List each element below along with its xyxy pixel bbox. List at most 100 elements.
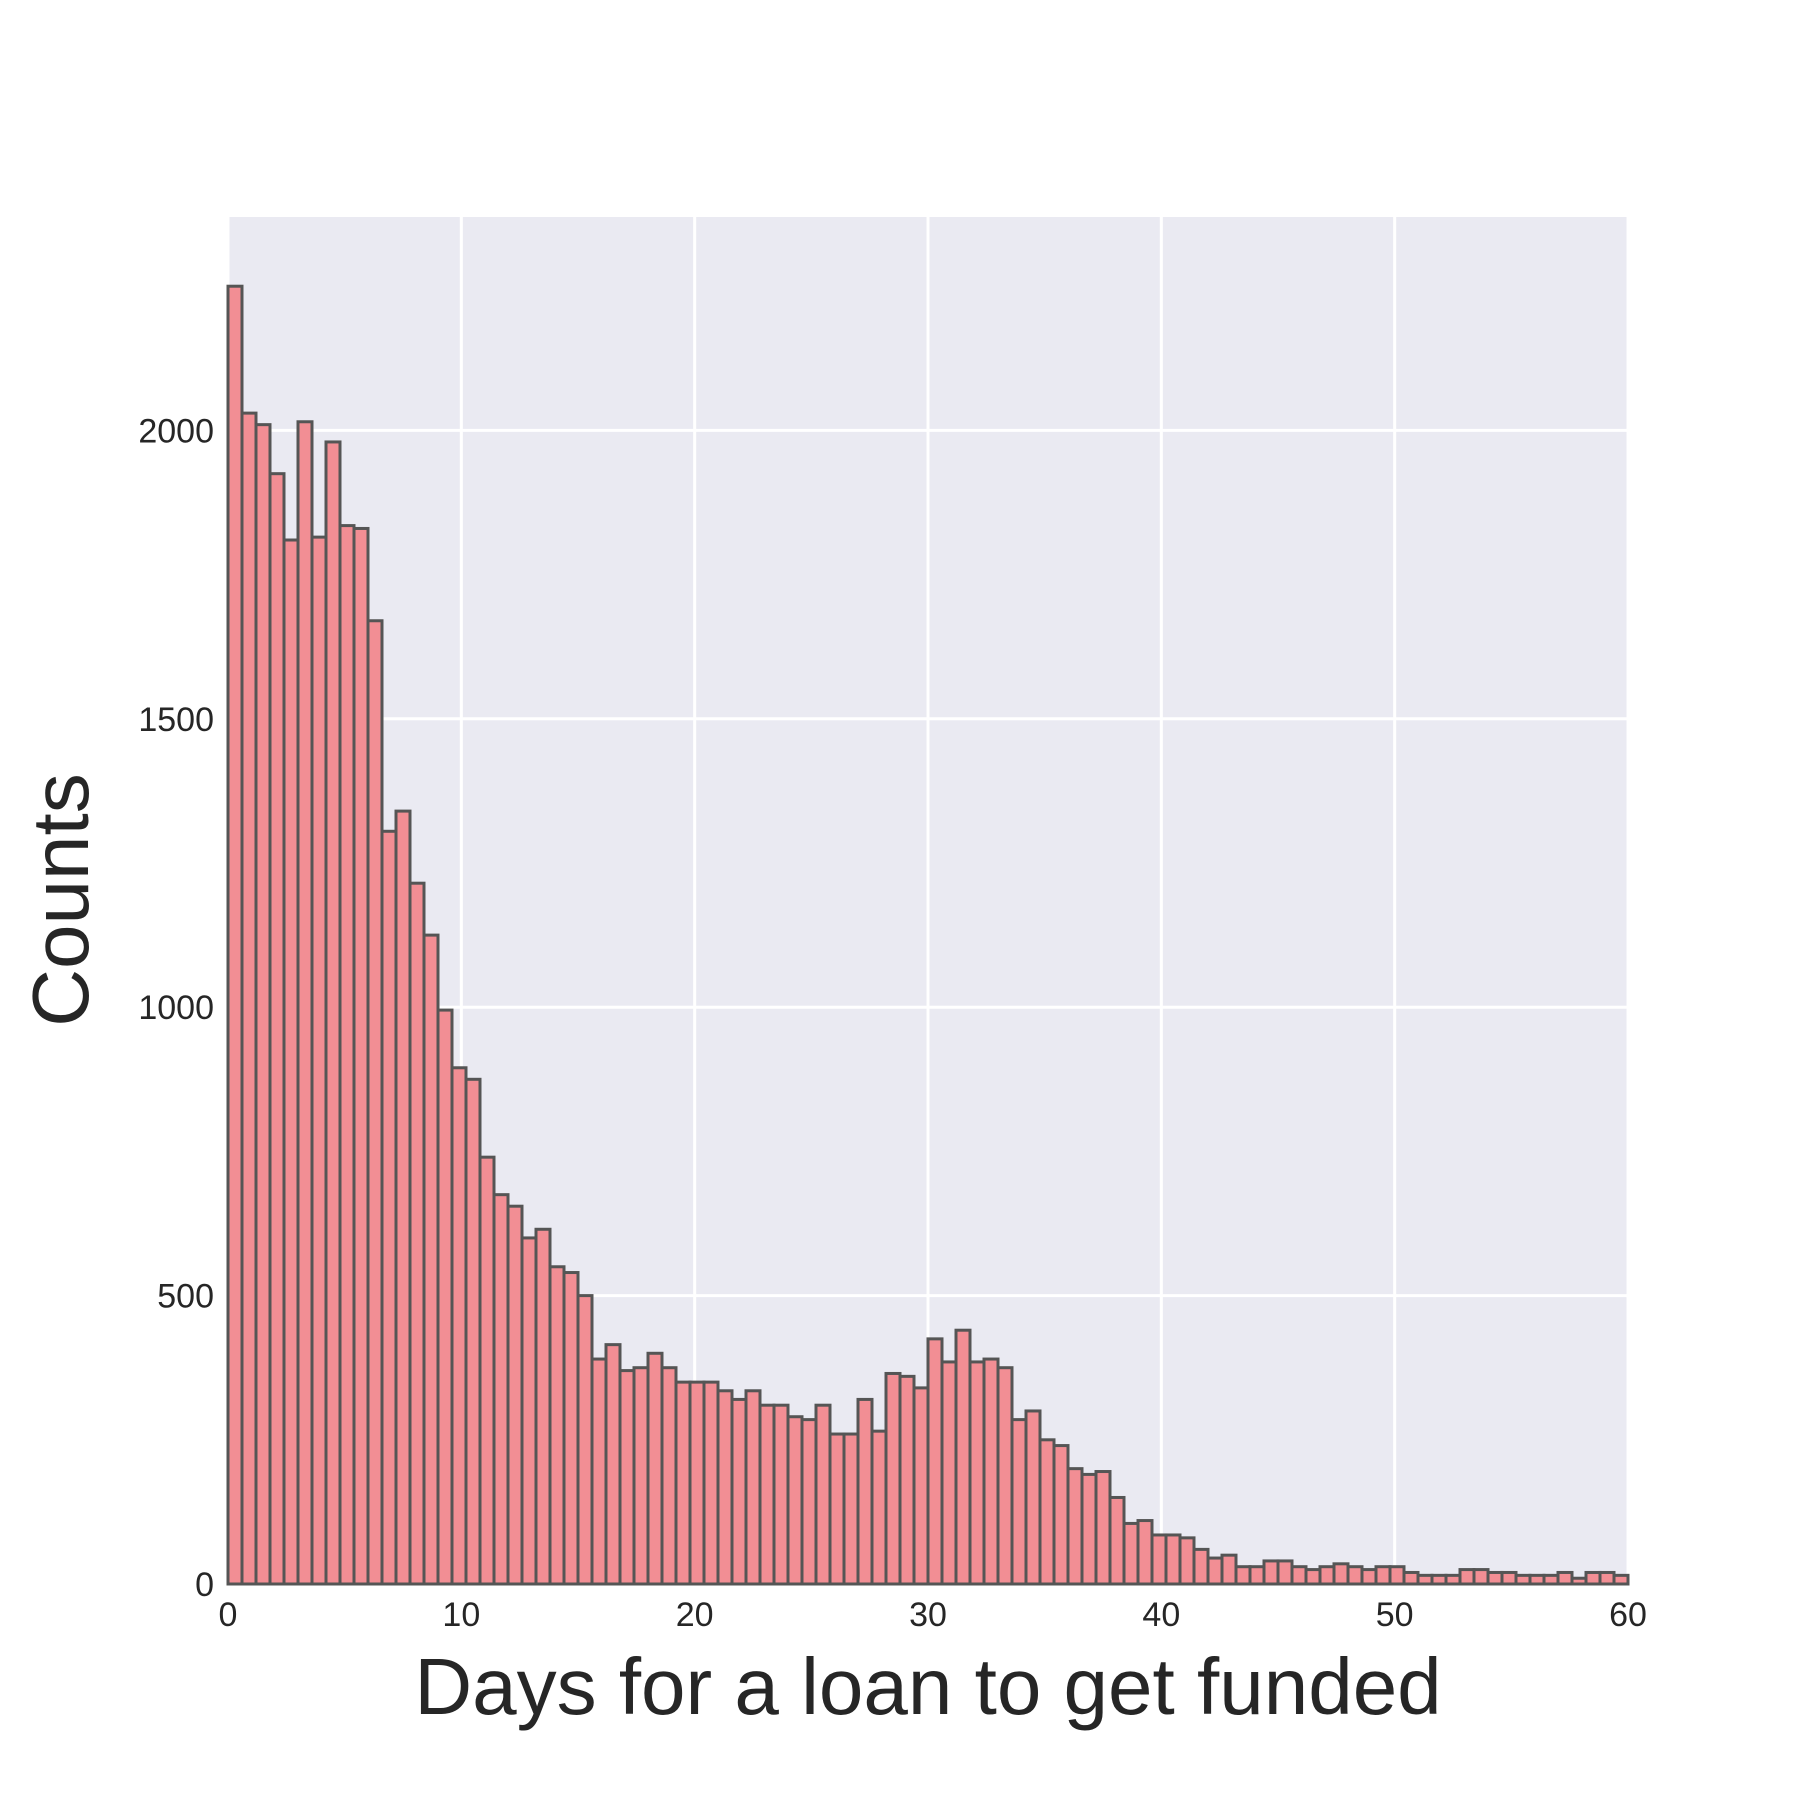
histogram-bar — [254, 423, 272, 1586]
histogram-bar — [1052, 1444, 1070, 1586]
histogram-bar — [954, 1328, 972, 1586]
histogram-bar — [1276, 1559, 1294, 1586]
histogram-bar — [1360, 1568, 1378, 1586]
histogram-bars — [226, 284, 1630, 1586]
histogram-bar — [1598, 1570, 1616, 1586]
histogram-bar — [1038, 1438, 1056, 1586]
histogram-bar — [1080, 1472, 1098, 1586]
histogram-bar — [744, 1389, 762, 1586]
x-tick-label: 30 — [909, 1596, 947, 1634]
y-tick-labels: 0 500 1000 1500 2000 — [138, 412, 214, 1604]
histogram-bar — [1528, 1573, 1546, 1586]
histogram-bar — [310, 535, 328, 1586]
histogram-bar — [618, 1369, 636, 1586]
histogram-bar — [688, 1380, 706, 1586]
histogram-bar — [338, 524, 356, 1586]
histogram-bar — [506, 1204, 524, 1586]
histogram-bar — [408, 881, 426, 1586]
x-tick-label: 10 — [442, 1596, 480, 1634]
histogram-bar — [814, 1403, 832, 1586]
histogram-bar — [366, 619, 384, 1586]
x-tick-label: 40 — [1142, 1596, 1180, 1634]
histogram-bar — [702, 1380, 720, 1586]
x-tick-label: 60 — [1609, 1596, 1647, 1634]
histogram-bar — [450, 1066, 468, 1586]
histogram-bar — [940, 1360, 958, 1586]
histogram-bar — [394, 809, 412, 1586]
x-tick-label: 20 — [676, 1596, 714, 1634]
x-tick-labels: 0 10 20 30 40 50 60 — [219, 1596, 1647, 1634]
histogram-bar — [492, 1193, 510, 1586]
histogram-bar — [912, 1386, 930, 1586]
histogram-bar — [604, 1343, 622, 1586]
histogram-bar — [1206, 1556, 1224, 1586]
histogram-bar — [1192, 1547, 1210, 1586]
histogram-bar — [870, 1429, 888, 1586]
histogram-bar — [422, 933, 440, 1586]
histogram-bar — [1290, 1565, 1308, 1586]
histogram-bar — [590, 1357, 608, 1586]
histogram-bar — [534, 1227, 552, 1586]
histogram-bar — [1178, 1536, 1196, 1586]
histogram-bar — [1094, 1470, 1112, 1586]
histogram-bar — [436, 1008, 454, 1586]
histogram-bar — [1346, 1565, 1364, 1586]
histogram-bar — [996, 1366, 1014, 1586]
y-tick-label: 1500 — [138, 701, 214, 739]
histogram-bar — [856, 1397, 874, 1586]
y-tick-label: 500 — [157, 1278, 214, 1316]
histogram-bar — [982, 1357, 1000, 1586]
histogram-bar — [296, 420, 314, 1586]
histogram-bar — [730, 1397, 748, 1586]
histogram-bar — [660, 1366, 678, 1586]
histogram-bar — [674, 1380, 692, 1586]
histogram-bar — [1304, 1568, 1322, 1586]
histogram-bar — [632, 1366, 650, 1586]
histogram-bar — [1010, 1418, 1028, 1586]
histogram-bar — [1164, 1533, 1182, 1586]
histogram-bar — [968, 1360, 986, 1586]
y-tick-label: 0 — [195, 1566, 214, 1604]
x-tick-label: 50 — [1376, 1596, 1414, 1634]
histogram-bar — [478, 1155, 496, 1586]
histogram-bar — [562, 1271, 580, 1586]
histogram-bar — [1500, 1570, 1518, 1586]
histogram-bar — [1262, 1559, 1280, 1586]
histogram-bar — [268, 472, 286, 1586]
histogram-bar — [1612, 1573, 1630, 1586]
y-tick-label: 2000 — [138, 412, 214, 450]
histogram-bar — [1486, 1570, 1504, 1586]
x-axis-label: Days for a loan to get funded — [414, 1642, 1441, 1731]
histogram-bar — [786, 1415, 804, 1586]
histogram-bar — [282, 538, 300, 1586]
histogram-bar — [1472, 1568, 1490, 1586]
histogram-bar — [1234, 1565, 1252, 1586]
histogram-bar — [800, 1418, 818, 1586]
histogram-bar — [240, 411, 258, 1586]
histogram-bar — [1402, 1570, 1420, 1586]
histogram-bar — [1024, 1409, 1042, 1586]
histogram-bar — [926, 1337, 944, 1586]
histogram-bar — [1570, 1576, 1588, 1586]
histogram-bar — [1542, 1573, 1560, 1586]
histogram-bar — [576, 1294, 594, 1586]
histogram-bar — [1066, 1467, 1084, 1586]
x-tick-label: 0 — [219, 1596, 238, 1634]
histogram-bar — [772, 1403, 790, 1586]
histogram-bar — [1108, 1495, 1126, 1586]
histogram-bar — [1220, 1553, 1238, 1586]
histogram-bar — [1248, 1565, 1266, 1586]
histogram-bar — [1458, 1568, 1476, 1586]
histogram-bar — [842, 1432, 860, 1586]
histogram-bar — [352, 526, 370, 1586]
histogram-bar — [1136, 1519, 1154, 1586]
histogram-bar — [1514, 1573, 1532, 1586]
histogram-bar — [226, 284, 244, 1586]
y-axis-label: Counts — [16, 773, 105, 1026]
histogram-bar — [1556, 1570, 1574, 1586]
histogram-bar — [884, 1371, 902, 1586]
histogram-bar — [1444, 1573, 1462, 1586]
histogram-bar — [1430, 1573, 1448, 1586]
histogram-bar — [1150, 1533, 1168, 1586]
